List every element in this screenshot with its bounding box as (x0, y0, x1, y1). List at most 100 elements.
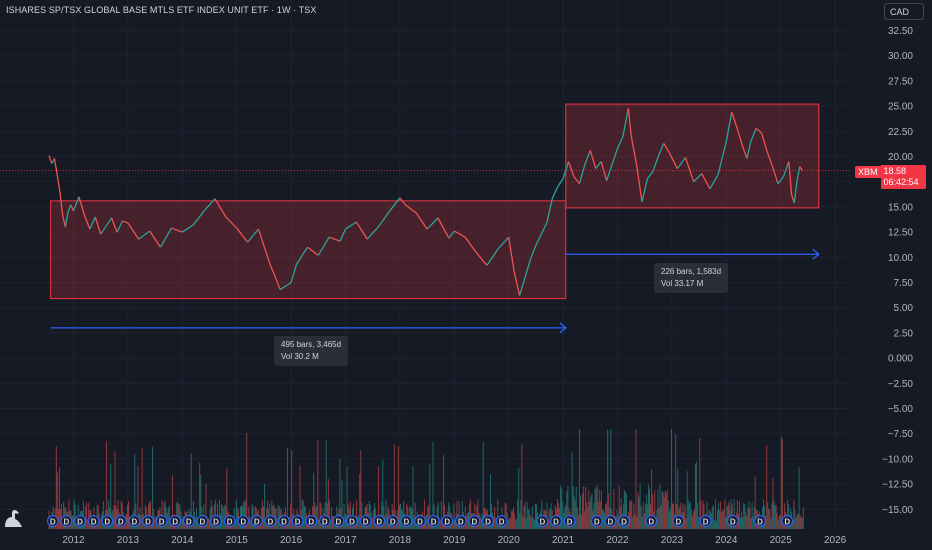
volume-bar (693, 509, 695, 529)
volume-bar (278, 505, 280, 529)
dividend-circle (46, 515, 59, 527)
dividend-marker[interactable]: D (101, 515, 114, 527)
volume-bar (799, 515, 801, 529)
dividend-circle (672, 515, 685, 527)
volume-bar (620, 498, 622, 529)
dividend-marker[interactable]: D (645, 515, 658, 527)
dividend-marker[interactable]: D (672, 515, 685, 527)
dividend-marker[interactable]: D (237, 515, 250, 527)
dividend-marker[interactable]: D (482, 515, 494, 527)
dividend-marker[interactable]: D (427, 515, 440, 527)
volume-bar (589, 501, 591, 529)
dividend-marker[interactable]: D (332, 515, 345, 527)
volume-bar (793, 500, 795, 529)
dividend-marker[interactable]: D (468, 515, 481, 527)
dividend-marker[interactable]: D (128, 515, 141, 527)
dividend-marker[interactable]: D (74, 515, 86, 527)
currency-selector[interactable]: CAD (884, 3, 924, 20)
price-segment (377, 211, 390, 228)
volume-bar (632, 516, 634, 529)
dividend-marker[interactable]: D (264, 515, 277, 527)
dividend-marker[interactable]: D (590, 515, 603, 527)
volume-bar (161, 499, 163, 529)
dividend-marker[interactable]: D (454, 515, 467, 527)
volume-bar (753, 506, 755, 529)
volume-bar (654, 490, 656, 529)
dividend-marker[interactable]: D (604, 515, 617, 527)
volume-bar (371, 518, 373, 529)
volume-bar (303, 506, 305, 529)
volume-bar (600, 490, 602, 529)
volume-bar (602, 509, 604, 529)
x-tick-label: 2024 (715, 535, 738, 546)
volume-bar (224, 504, 226, 529)
dividend-marker[interactable]: D (618, 515, 630, 527)
dividend-marker[interactable]: D (142, 515, 154, 527)
dividend-marker[interactable]: D (87, 515, 100, 527)
tradingview-logo-icon[interactable] (2, 507, 26, 529)
volume-bar (796, 514, 798, 529)
dividend-label: D (757, 518, 763, 527)
volume-bar (798, 467, 800, 529)
dividend-label: D (472, 518, 478, 527)
dividend-marker[interactable]: D (155, 515, 168, 527)
volume-bar (696, 461, 698, 529)
dividend-marker[interactable]: D (196, 515, 209, 527)
y-tick-label: −10.00 (882, 454, 913, 465)
dividend-marker[interactable]: D (223, 515, 236, 527)
dividend-marker[interactable]: D (359, 515, 372, 527)
dividend-marker[interactable]: D (400, 515, 413, 527)
dividend-circle (563, 515, 576, 527)
dividend-label: D (50, 518, 56, 527)
dividend-marker[interactable]: D (386, 515, 399, 527)
dividend-marker[interactable]: D (550, 515, 562, 527)
dividend-marker[interactable]: D (495, 515, 508, 527)
dividend-marker[interactable]: D (46, 515, 59, 527)
dividend-marker[interactable]: D (726, 515, 739, 527)
volume-bar (497, 499, 499, 529)
price-segment (782, 161, 790, 177)
dividend-marker[interactable]: D (60, 515, 73, 527)
volume-bar (590, 496, 592, 529)
dividend-marker[interactable]: D (781, 515, 794, 527)
dividend-marker[interactable]: D (346, 515, 358, 527)
dividend-circle (414, 515, 426, 527)
volume-bar (168, 505, 170, 529)
dividend-marker[interactable]: D (114, 515, 127, 527)
dividend-marker[interactable]: D (169, 515, 182, 527)
dividend-marker[interactable]: D (441, 515, 454, 527)
volume-bar (72, 515, 74, 529)
dividend-marker[interactable]: D (563, 515, 576, 527)
volume-bar (313, 472, 315, 529)
volume-bar (513, 507, 515, 529)
dividend-marker[interactable]: D (291, 515, 304, 527)
price-segment (606, 164, 613, 181)
dividend-marker[interactable]: D (318, 515, 331, 527)
dividend-marker[interactable]: D (210, 515, 222, 527)
volume-bar (461, 501, 463, 529)
volume-bar (801, 517, 803, 529)
dividend-label: D (281, 518, 287, 527)
volume-bar (214, 499, 216, 529)
volume-bar (695, 463, 697, 529)
dividend-marker[interactable]: D (754, 515, 766, 527)
dividend-marker[interactable]: D (305, 515, 318, 527)
volume-bar (320, 503, 322, 529)
dividend-label: D (567, 518, 573, 527)
dividend-marker[interactable]: D (536, 515, 549, 527)
dividend-marker[interactable]: D (414, 515, 426, 527)
dividend-label: D (200, 518, 206, 527)
dividend-marker[interactable]: D (699, 515, 712, 527)
dividend-marker[interactable]: D (373, 515, 386, 527)
dividend-marker[interactable]: D (182, 515, 195, 527)
volume-bar (518, 467, 520, 529)
dividend-circle (101, 515, 114, 527)
dividend-label: D (91, 518, 97, 527)
dividend-label: D (363, 518, 369, 527)
price-segment (290, 264, 298, 283)
dividend-marker[interactable]: D (250, 515, 263, 527)
dividend-marker[interactable]: D (278, 515, 290, 527)
volume-bar (85, 506, 87, 529)
price-segment (366, 226, 379, 240)
